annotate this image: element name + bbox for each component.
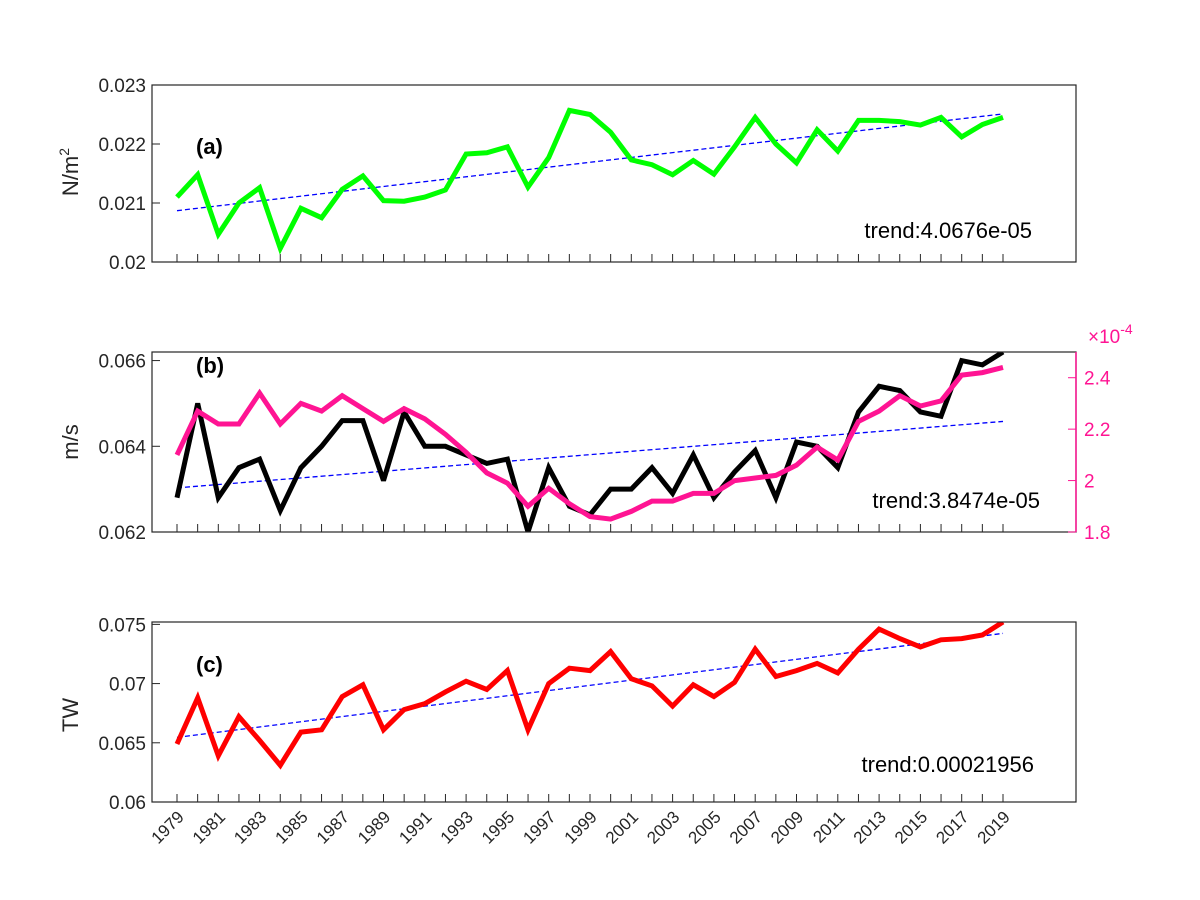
x-tick-label: 2013 [850,807,890,847]
panel-a-ytick-label: 0.023 [98,76,146,97]
x-tick-labels: 1979 1981 1983 1985 1987 1989 1991 1993 1995 1997… [148,807,1014,847]
panel-a-ytick-label: 0.02 [109,253,146,274]
panel-c-ytick-label: 0.075 [98,615,146,636]
x-tick-label: 2011 [809,807,848,846]
panel-a-axes-frame [151,84,1077,263]
x-tick-label: 1985 [272,807,312,847]
x-tick-label: 2015 [891,807,931,847]
panel-b: 0.062 0.064 0.066 1.8 2 2.2 2.4 m/s ×10-4 (b)… [58,321,1133,544]
panel-b-ylabel: m/s [58,424,83,459]
panel-b-ytick-label: 0.066 [98,352,146,373]
panel-a-ytick-label: 0.021 [98,194,146,215]
panel-c-trend-annotation: trend:0.00021956 [862,752,1035,777]
panel-b-yticks: 0.062 0.064 0.066 [98,352,160,544]
panel-a-series-0-line [175,107,1004,255]
panel-a-trend-annotation: trend:4.0676e-05 [864,218,1032,243]
x-tick-label: 1991 [395,807,435,847]
panel-a-ylabel: N/m2 [56,148,83,196]
x-tick-label: 1987 [313,807,353,847]
panel-c-trend-line [176,632,1004,738]
panel-b-right-ytick-label: 2 [1084,472,1095,493]
panel-a-plot-area [151,84,1077,263]
panel-b-series-1-line [174,364,1004,522]
panel-c-label: (c) [196,652,223,677]
panel-a-trend-line [176,113,1004,212]
x-tick-label: 1999 [561,807,601,847]
x-tick-label: 1979 [148,807,188,847]
x-tick-label: 1983 [230,807,270,847]
panel-b-right-ytick-label: 1.8 [1084,523,1110,544]
panel-b-exponent-sup: -4 [1120,321,1133,337]
panel-b-ytick-label: 0.062 [98,523,146,544]
panel-b-trend-line [176,420,1004,489]
x-tick-label: 2007 [726,807,766,847]
x-tick-label: 1989 [354,807,394,847]
panel-c: 0.06 0.065 0.07 0.075 TW (c) trend:0.000219… [58,615,1077,814]
x-tick-label: 1993 [437,807,477,847]
panel-a-ytick-label: 0.022 [98,135,146,156]
panel-b-right-ytick-label: 2.4 [1084,369,1111,390]
panel-a: 0.02 0.021 0.022 0.023 N/m2 (a) trend:4.067… [56,76,1077,274]
panel-c-ytick-label: 0.06 [109,793,146,814]
panel-a-yticks: 0.02 0.021 0.022 0.023 [98,76,160,274]
panel-c-ytick-label: 0.065 [98,734,146,755]
x-tick-label: 1995 [478,807,518,847]
panel-a-label: (a) [196,134,223,159]
panel-a-ylabel-base: N/m [58,156,83,196]
panel-c-series-0-line [174,622,1005,770]
panel-b-right-yticks: 1.8 2 2.2 2.4 [1068,369,1111,544]
panel-c-axes-frame [151,621,1077,803]
panel-c-ytick-label: 0.07 [109,675,146,696]
panel-b-label: (b) [196,353,224,378]
panel-b-ytick-label: 0.064 [98,437,146,458]
panel-c-yticks: 0.06 0.065 0.07 0.075 [98,615,160,814]
panel-b-plot-area [151,351,1077,533]
panel-b-trend-annotation: trend:3.8474e-05 [872,488,1040,513]
x-tick-label: 2003 [643,807,683,847]
x-tick-label: 2019 [974,807,1014,847]
panel-b-right-axis-exponent: ×10-4 [1088,321,1133,348]
x-tick-label: 2009 [767,807,807,847]
panel-b-exponent-prefix: ×10 [1088,327,1120,348]
panel-a-ylabel-sup: 2 [56,148,72,156]
panel-b-right-ytick-label: 2.2 [1084,420,1110,441]
x-tick-label: 2001 [602,807,642,847]
x-tick-label: 1997 [519,807,559,847]
x-tick-label: 2017 [932,807,972,847]
panel-c-ylabel: TW [58,698,83,732]
x-tick-label: 2005 [685,807,725,847]
x-tick-label: 1981 [189,807,229,847]
panel-c-plot-area [151,621,1077,803]
